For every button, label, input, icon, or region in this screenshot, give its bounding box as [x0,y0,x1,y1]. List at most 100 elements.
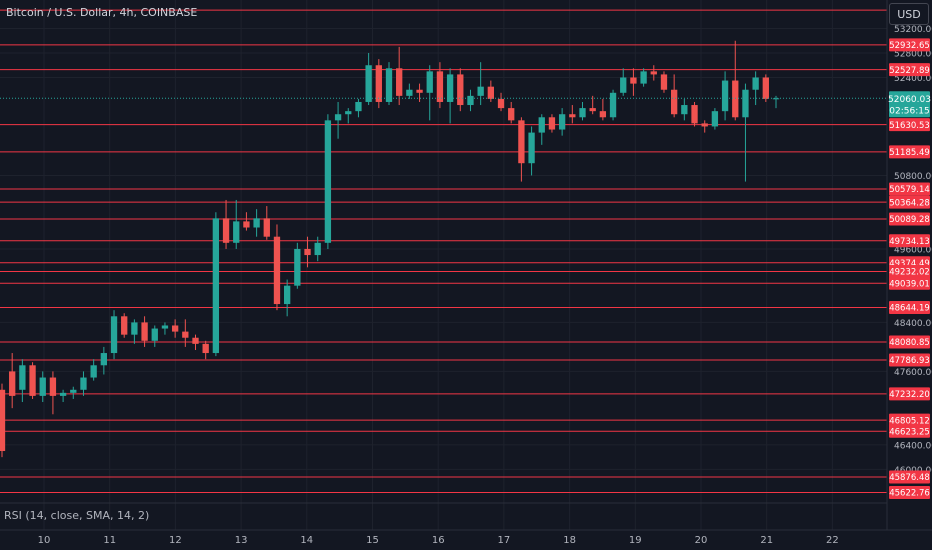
candle[interactable] [732,40,739,121]
candle[interactable] [222,199,230,249]
candle[interactable] [263,206,270,240]
candle[interactable] [589,95,596,115]
candle[interactable] [151,325,158,347]
candle[interactable] [457,68,464,112]
candle[interactable] [0,383,6,458]
level-tag-label: 47786.93 [889,356,930,366]
candle[interactable] [396,46,403,106]
candle[interactable] [29,362,36,399]
candle-body [314,242,321,256]
candle[interactable] [19,359,26,403]
candle[interactable] [528,126,535,176]
candle[interactable] [314,236,321,262]
candle[interactable] [569,105,576,124]
candle[interactable] [161,322,169,335]
candle[interactable] [508,101,515,124]
rsi-indicator-label[interactable]: RSI (14, close, SMA, 14, 2) [4,509,150,522]
candle-body [436,71,444,102]
candle[interactable] [284,279,291,317]
candle[interactable] [121,313,128,338]
candle[interactable] [212,212,220,357]
candle[interactable] [416,83,423,102]
candle[interactable] [385,62,393,106]
candle[interactable] [80,371,87,396]
candle[interactable] [609,89,617,121]
candle-body [253,218,260,228]
candle[interactable] [243,212,250,231]
candle[interactable] [701,120,708,133]
candle[interactable] [640,68,647,87]
candle[interactable] [721,71,729,121]
candle[interactable] [182,319,189,347]
candle[interactable] [742,83,749,182]
horizontal-levels[interactable] [0,9,887,493]
candle[interactable] [49,371,57,415]
candle[interactable] [324,114,332,249]
candle[interactable] [253,209,260,237]
candle[interactable] [273,224,281,311]
candle[interactable] [70,386,77,399]
candle[interactable] [192,334,199,350]
candle[interactable] [650,65,657,81]
candle[interactable] [691,101,698,127]
candle[interactable] [772,95,780,109]
candle[interactable] [579,101,586,121]
level-tag-label: 49039.01 [889,279,930,289]
candle-body [202,343,209,354]
candle[interactable] [355,98,362,118]
candle[interactable] [671,74,678,118]
level-tag [889,276,930,290]
candle[interactable] [518,117,525,182]
candle-body [324,120,332,243]
candle-body [243,221,250,228]
candle[interactable] [436,62,444,109]
price-tick-label: 47600.00 [894,368,932,378]
candle[interactable] [171,319,179,338]
candle-body [110,316,118,354]
candle-body [497,98,505,109]
level-tag-label: 46805.12 [889,416,930,426]
candle[interactable] [39,371,46,403]
candle[interactable] [467,89,474,112]
currency-button[interactable]: USD [889,3,929,25]
candle[interactable] [202,340,209,360]
price-tick-label: 49600.00 [894,245,932,255]
candle[interactable] [752,71,759,106]
candle[interactable] [100,346,107,375]
candle[interactable] [345,108,352,124]
candle[interactable] [558,108,566,136]
candle[interactable] [538,114,545,145]
candle[interactable] [304,236,311,268]
candle[interactable] [548,114,556,133]
candle[interactable] [497,92,505,112]
candle[interactable] [620,68,627,96]
time-axis[interactable] [0,530,932,550]
candle[interactable] [365,52,372,106]
candle[interactable] [630,68,637,96]
candle[interactable] [660,71,668,93]
candle[interactable] [90,359,97,381]
candle[interactable] [233,199,240,249]
candle[interactable] [711,108,719,130]
candle[interactable] [294,242,301,289]
candle[interactable] [599,98,607,121]
candle[interactable] [487,80,494,102]
candle[interactable] [426,65,433,121]
candle[interactable] [9,353,16,409]
price-tick-label: 48400.00 [894,319,932,329]
candle-body [660,74,668,90]
candle[interactable] [762,74,769,102]
candle[interactable] [406,83,413,99]
candle[interactable] [334,101,342,139]
candle[interactable] [681,98,688,121]
candle[interactable] [110,310,118,360]
candle[interactable] [375,59,382,109]
candle[interactable] [141,316,148,347]
candle[interactable] [446,68,454,124]
candle[interactable] [131,319,138,344]
time-tick-label: 17 [498,535,511,546]
candlestick-series[interactable] [0,40,887,458]
candle[interactable] [59,389,67,403]
candle-body [701,123,708,127]
